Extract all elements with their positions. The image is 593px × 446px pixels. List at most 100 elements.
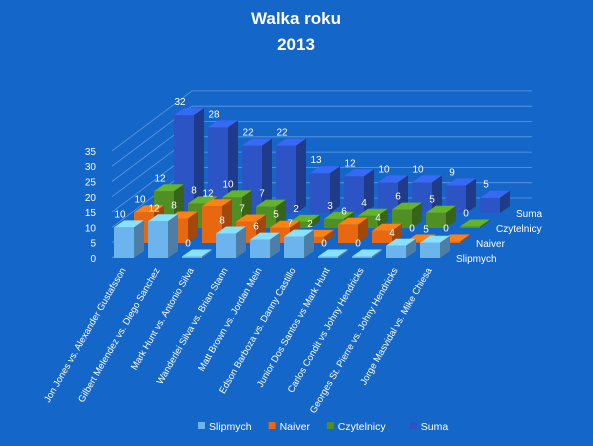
chart-subtitle: 2013 — [277, 35, 315, 54]
bar-front — [310, 173, 330, 213]
bar — [392, 202, 422, 228]
bar-front — [276, 145, 296, 213]
bar-side — [480, 219, 490, 228]
data-label: 10 — [114, 209, 126, 220]
side-gridline — [111, 90, 193, 152]
data-label: 8 — [191, 186, 197, 197]
bar-front — [372, 230, 392, 243]
series-depth-label: Slipmych — [456, 254, 497, 265]
bar-side — [188, 211, 198, 243]
data-label: 7 — [259, 189, 265, 200]
bar-side — [324, 229, 334, 243]
bar — [426, 205, 456, 228]
bar-front — [338, 224, 358, 243]
legend-label: Slipmych — [209, 421, 252, 433]
bar-side — [262, 138, 272, 213]
bar-side — [358, 217, 368, 243]
y-tick-label: 10 — [85, 223, 97, 234]
bar-side — [440, 235, 450, 258]
bar — [276, 138, 306, 213]
data-label: 10 — [378, 164, 390, 175]
bar-front — [284, 236, 304, 258]
bar-side — [406, 238, 416, 258]
bar-front — [324, 218, 344, 228]
data-label: 9 — [449, 167, 455, 178]
bar — [250, 232, 280, 258]
data-label: 0 — [355, 239, 361, 250]
data-label: 6 — [341, 207, 347, 218]
data-label: 0 — [443, 224, 449, 235]
data-label: 12 — [202, 188, 214, 199]
bar — [318, 249, 348, 258]
bar — [310, 166, 340, 213]
bar-side — [372, 249, 382, 258]
data-label: 22 — [276, 128, 288, 139]
bar-side — [460, 234, 470, 243]
bar — [344, 169, 374, 213]
category-label: Jorge Masvidal vs. Mike Chiesa — [358, 265, 435, 387]
data-label: 12 — [154, 173, 166, 184]
bar-front — [208, 127, 228, 213]
data-label: 0 — [409, 224, 415, 235]
bar — [208, 120, 238, 213]
data-label: 12 — [148, 203, 160, 214]
data-label: 5 — [483, 180, 489, 191]
data-label: 2 — [307, 219, 313, 230]
bar-side — [310, 214, 320, 228]
category-label: Mark Hunt vs. Antonio Silva — [129, 265, 197, 372]
bar-front — [420, 242, 440, 258]
y-tick-label: 35 — [85, 147, 97, 158]
data-label: 8 — [219, 216, 225, 227]
data-label: 5 — [429, 195, 435, 206]
bar-side — [338, 249, 348, 258]
bar — [420, 235, 450, 258]
series-depth-label: Naiver — [476, 239, 506, 250]
bar-side — [270, 232, 280, 258]
bar-side — [236, 226, 246, 258]
legend-swatch — [198, 422, 205, 429]
bar — [114, 220, 144, 258]
bar-front — [148, 221, 168, 258]
bar-side — [228, 120, 238, 213]
data-label: 28 — [208, 109, 220, 120]
bar-front — [216, 233, 236, 258]
y-tick-label: 15 — [85, 208, 97, 219]
bar-front — [318, 256, 338, 258]
legend: Slipmych Naiver Czytelnicy Suma — [198, 421, 448, 433]
bar-front — [392, 209, 412, 228]
bar-front — [250, 239, 270, 258]
bar-front — [378, 182, 398, 213]
bar-side — [296, 138, 306, 213]
bar — [148, 214, 178, 258]
data-label: 4 — [389, 228, 395, 239]
y-tick-label: 5 — [90, 239, 96, 250]
bar — [338, 217, 368, 243]
bar-side — [168, 214, 178, 258]
bar-side — [378, 208, 388, 228]
data-label: 10 — [412, 164, 424, 175]
bar-front — [386, 245, 406, 258]
bar-front — [460, 226, 480, 228]
data-label: 32 — [174, 97, 186, 108]
y-tick-label: 25 — [85, 178, 97, 189]
data-label: 7 — [239, 204, 245, 215]
data-label: 3 — [327, 201, 333, 212]
legend-label: Naiver — [280, 421, 311, 433]
series-depth-label: Suma — [516, 209, 543, 220]
data-label: 0 — [463, 209, 469, 220]
bar-front — [352, 256, 372, 258]
y-tick-label: 30 — [85, 162, 97, 173]
bar — [182, 249, 212, 258]
data-label: 4 — [375, 213, 381, 224]
bar-front — [344, 176, 364, 213]
legend-label: Czytelnicy — [338, 421, 387, 433]
data-label: 22 — [242, 128, 254, 139]
data-label: 5 — [273, 210, 279, 221]
bar-side — [194, 108, 204, 213]
bar-side — [134, 220, 144, 258]
series-depth-label: Czytelnicy — [496, 224, 542, 235]
bar — [480, 190, 510, 213]
chart-title: Walka roku — [251, 9, 341, 28]
data-label: 12 — [344, 158, 356, 169]
